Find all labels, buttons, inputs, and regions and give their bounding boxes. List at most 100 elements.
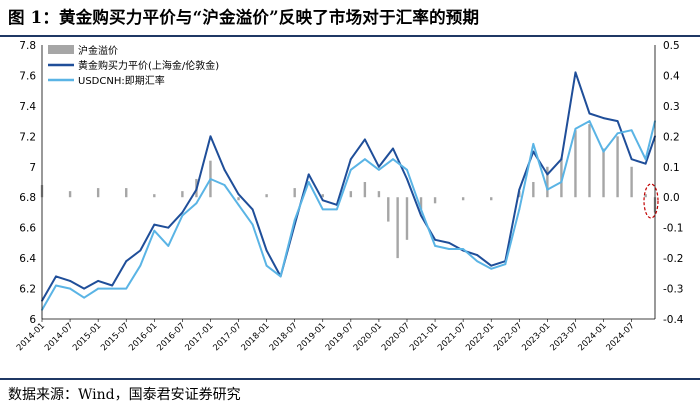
chart-title: 图 1：黄金购买力平价与“沪金溢价”反映了市场对于汇率的预期 — [8, 8, 480, 27]
highlight-ellipse — [643, 183, 659, 219]
series-point — [83, 296, 86, 299]
series-point — [167, 245, 170, 247]
premium-bar — [405, 197, 409, 240]
y-left-tick-label: 7.8 — [19, 40, 36, 52]
x-tick-label: 2018-01 — [240, 321, 272, 353]
x-tick-label: 2015-07 — [99, 321, 131, 353]
y-right-tick-label: 0.1 — [663, 162, 680, 174]
series-point — [251, 223, 254, 226]
series-point — [378, 168, 380, 171]
series-point — [321, 199, 324, 202]
series-point — [251, 208, 254, 211]
series-point — [490, 264, 493, 267]
series-point — [321, 208, 324, 211]
premium-bar — [237, 197, 240, 201]
series-point — [574, 127, 577, 130]
premium-bar — [363, 182, 367, 198]
series-point — [644, 162, 647, 165]
series-point — [181, 214, 184, 217]
premium-bar — [588, 124, 591, 198]
series-point — [392, 158, 394, 161]
x-tick-label: 2021-07 — [436, 321, 468, 353]
series-point — [363, 158, 366, 161]
x-tick-label: 2023-01 — [520, 321, 552, 353]
x-tick-label: 2014-07 — [43, 321, 75, 353]
x-tick-label: 2024-01 — [576, 321, 608, 353]
premium-bar — [616, 136, 619, 198]
series-point — [223, 184, 226, 186]
series-point — [265, 264, 268, 267]
premium-bar — [433, 197, 437, 204]
series-point — [420, 214, 422, 217]
x-tick-label: 2016-07 — [155, 321, 187, 353]
series-point — [462, 248, 465, 250]
series-line-1 — [41, 71, 656, 302]
premium-bar — [293, 188, 296, 198]
series-point — [504, 263, 507, 266]
x-tick-label: 2019-07 — [324, 321, 356, 353]
series-point — [546, 188, 549, 191]
series-point — [349, 158, 352, 161]
premium-bar — [265, 194, 268, 198]
series-point — [69, 280, 71, 282]
y-right-tick-label: -0.1 — [663, 223, 684, 235]
series-point — [237, 203, 240, 206]
y-left-tick-label: 7.6 — [19, 70, 36, 82]
series-point — [279, 275, 282, 278]
series-point — [644, 158, 647, 161]
y-right-tick-label: -0.3 — [663, 284, 684, 296]
series-point — [363, 138, 366, 141]
x-tick-label: 2017-01 — [183, 321, 215, 353]
premium-bar — [349, 191, 353, 198]
series-point — [420, 208, 422, 211]
premium-bar — [377, 191, 381, 198]
series-point — [490, 267, 493, 270]
premium-bar — [461, 197, 465, 201]
series-point — [111, 284, 114, 287]
premium-bar — [630, 166, 633, 198]
premium-bar — [602, 148, 605, 198]
y-right-tick-label: 0.4 — [663, 70, 680, 82]
series-point — [602, 117, 605, 119]
series-point — [406, 168, 408, 171]
x-tick-label: 2023-07 — [548, 321, 580, 353]
source-note: 数据来源：Wind，国泰君安证券研究 — [8, 387, 241, 403]
y-left-tick-label: 6.6 — [19, 223, 36, 235]
x-tick-label: 2015-01 — [71, 321, 103, 353]
series-point — [125, 260, 128, 263]
x-tick-label: 2017-07 — [211, 321, 243, 353]
series-point — [209, 135, 212, 138]
series-point — [532, 143, 535, 145]
y-right-tick-label: -0.2 — [663, 253, 684, 265]
x-tick-label: 2018-07 — [268, 321, 300, 353]
series-point — [448, 241, 451, 244]
series-point — [307, 181, 310, 183]
series-point — [83, 287, 86, 290]
chart-svg: 6 6.2 6.4 6.6 6.8 7 7.2 7.4 7.6 7.8 -0.4 -0.3 -0.2 -0… — [15, 40, 684, 353]
series-point — [293, 219, 296, 221]
legend-label: 沪金溢价 — [78, 44, 118, 57]
series-point — [476, 260, 479, 263]
source-rule — [0, 378, 700, 380]
series-point — [378, 165, 380, 168]
y-left-tick-label: 6 — [29, 314, 36, 326]
premium-bar — [560, 157, 563, 198]
series-point — [574, 71, 577, 74]
series-point — [560, 158, 563, 161]
series-point — [518, 188, 521, 191]
premium-bar — [490, 197, 493, 201]
series-point — [97, 280, 100, 282]
y-left-tick-label: 6.4 — [19, 253, 36, 265]
series-point — [392, 147, 394, 150]
y-left-tick-label: 7.2 — [19, 131, 36, 143]
x-tick-label: 2020-01 — [352, 321, 384, 353]
series-point — [307, 173, 310, 176]
series-point — [448, 248, 451, 250]
series-point — [55, 275, 57, 278]
premium-bar — [546, 166, 549, 198]
premium-bar — [419, 197, 423, 210]
series-point — [97, 287, 100, 290]
x-tick-label: 2016-01 — [127, 321, 159, 353]
premium-bar — [96, 188, 100, 198]
